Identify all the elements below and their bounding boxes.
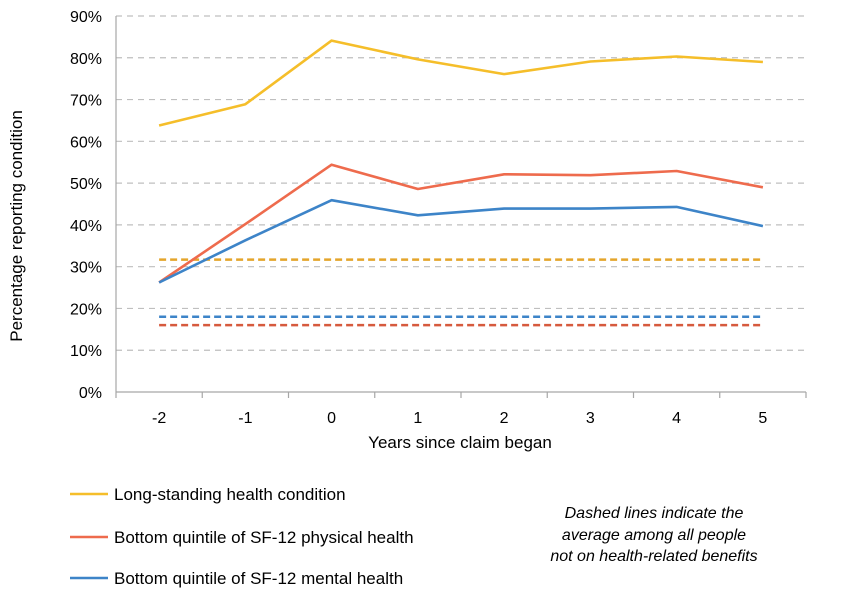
note-line-3: not on health-related benefits: [550, 548, 757, 565]
legend-entry: Bottom quintile of SF-12 physical health: [70, 528, 414, 547]
y-tick-label: 80%: [70, 51, 102, 68]
legend-label: Bottom quintile of SF-12 physical health: [114, 528, 414, 547]
x-axis-title: Years since claim began: [368, 433, 552, 452]
y-tick-label: 90%: [70, 9, 102, 26]
series-lines: [158, 39, 764, 284]
x-tick-labels: -2 -1 0 1 2 3 4 5: [152, 410, 767, 427]
x-tick-label: 0: [327, 410, 336, 427]
series-line: [158, 198, 764, 284]
legend-entry: Long-standing health condition: [70, 485, 346, 504]
note-line-1: Dashed lines indicate the: [565, 505, 744, 522]
y-tick-label: 0%: [79, 385, 102, 402]
y-tick-labels: 0% 10% 20% 30% 40% 50% 60% 70% 80% 90%: [70, 9, 102, 402]
x-tick-label: -2: [152, 410, 166, 427]
legend-label: Bottom quintile of SF-12 mental health: [114, 569, 403, 588]
legend: Long-standing health condition Bottom qui…: [70, 485, 414, 588]
grid-lines: [116, 15, 806, 351]
y-tick-label: 70%: [70, 93, 102, 110]
legend-entry: Bottom quintile of SF-12 mental health: [70, 569, 403, 588]
x-tick-label: 5: [758, 410, 767, 427]
note-line-2: average among all people: [562, 527, 746, 544]
legend-label: Long-standing health condition: [114, 485, 346, 504]
y-tick-label: 20%: [70, 301, 102, 318]
x-tick-label: 3: [586, 410, 595, 427]
dashed-lines-note: Dashed lines indicate the average among …: [550, 505, 757, 565]
y-tick-label: 10%: [70, 343, 102, 360]
x-tick-label: 4: [672, 410, 681, 427]
series-line: [158, 39, 763, 127]
y-tick-label: 40%: [70, 218, 102, 235]
axes: [115, 16, 807, 398]
y-tick-label: 30%: [70, 260, 102, 277]
series-line: [158, 163, 764, 284]
x-tick-label: 1: [413, 410, 422, 427]
y-axis-title: Percentage reporting condition: [7, 110, 26, 342]
reference-lines: [159, 258, 763, 327]
x-tick-label: -1: [238, 410, 252, 427]
y-tick-label: 60%: [70, 134, 102, 151]
x-tick-label: 2: [500, 410, 509, 427]
y-tick-label: 50%: [70, 176, 102, 193]
